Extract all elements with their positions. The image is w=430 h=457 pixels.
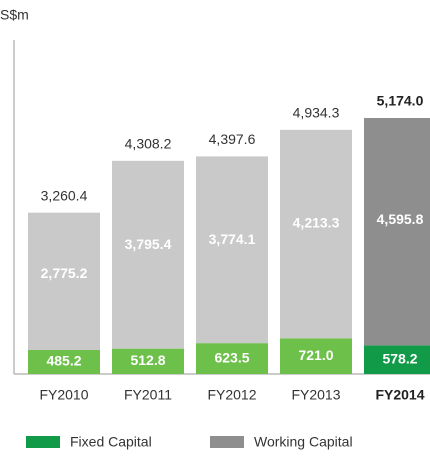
bar-segment: [28, 349, 100, 374]
bar-segment: [112, 160, 184, 349]
value-label: 623.5: [214, 349, 249, 365]
value-label: 578.2: [382, 350, 417, 366]
bar-segment: [364, 117, 430, 346]
bar-segment: [28, 212, 100, 350]
value-label: 4,213.3: [293, 214, 340, 230]
x-tick-label: FY2012: [207, 387, 256, 403]
legend-swatch: [26, 436, 60, 448]
bar-segment: [196, 343, 268, 374]
value-label: 3,774.1: [209, 231, 256, 247]
total-label: 4,934.3: [293, 105, 340, 121]
legend-swatch: [210, 436, 244, 448]
x-tick-label: FY2013: [291, 387, 340, 403]
x-tick-label: FY2014: [375, 387, 424, 403]
total-label: 4,308.2: [125, 136, 172, 152]
total-label: 3,260.4: [41, 187, 88, 203]
value-label: 4,595.8: [377, 211, 424, 227]
bar-segment: [112, 348, 184, 374]
x-tick-label: FY2011: [124, 387, 172, 403]
value-label: 485.2: [46, 353, 81, 369]
legend-label: Fixed Capital: [70, 434, 152, 450]
bar-segment: [280, 338, 352, 374]
bar-segment: [280, 129, 352, 339]
bar-segment: [364, 345, 430, 374]
value-label: 512.8: [130, 352, 165, 368]
y-axis-label: S$m: [0, 7, 29, 23]
x-tick-label: FY2010: [39, 387, 88, 403]
legend-label: Working Capital: [254, 434, 353, 450]
value-label: 721.0: [298, 347, 333, 363]
total-label: 5,174.0: [377, 93, 424, 109]
value-label: 2,775.2: [41, 265, 88, 281]
total-label: 4,397.6: [209, 131, 256, 147]
bar-segment: [196, 156, 268, 344]
value-label: 3,795.4: [125, 236, 172, 252]
